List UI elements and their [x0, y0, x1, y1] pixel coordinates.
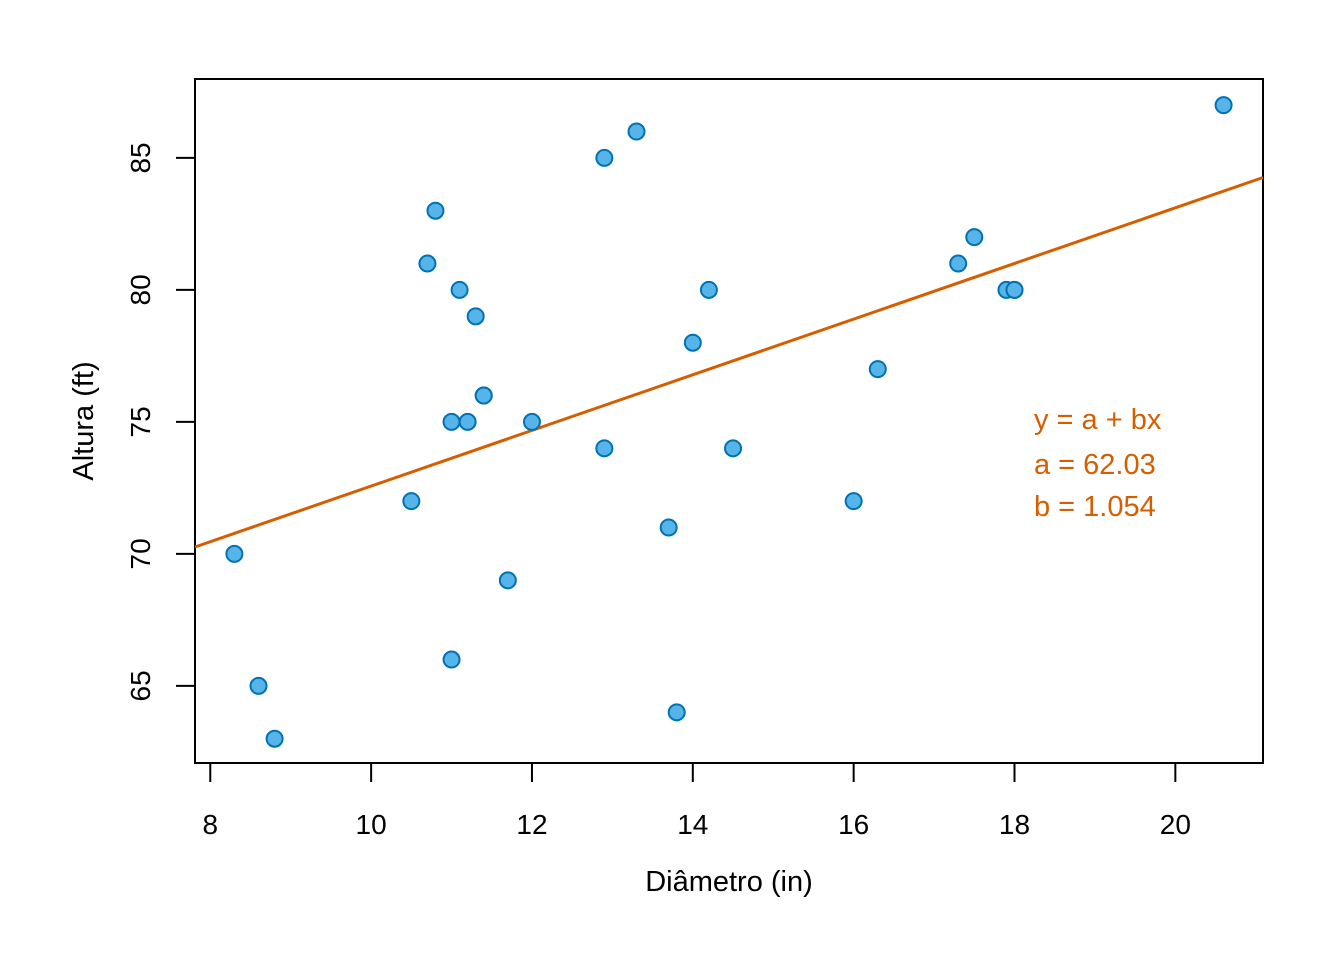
y-tick-label: 65 — [125, 670, 156, 701]
x-axis: 8 10 12 14 16 18 20 — [202, 762, 1191, 840]
data-point — [667, 703, 686, 722]
data-point — [498, 571, 517, 590]
x-tick-label: 18 — [999, 809, 1030, 840]
y-tick-label: 70 — [125, 538, 156, 569]
y-tick-label: 75 — [125, 406, 156, 437]
data-point — [949, 254, 968, 273]
y-tick-label: 85 — [125, 142, 156, 173]
data-point — [442, 650, 461, 669]
data-point — [466, 307, 485, 326]
y-tick-label: 80 — [125, 274, 156, 305]
data-point — [595, 439, 614, 458]
data-point — [450, 280, 469, 299]
data-point — [265, 729, 284, 748]
data-point — [249, 676, 268, 695]
x-axis-label: Diâmetro (in) — [645, 866, 813, 898]
data-point — [402, 492, 421, 511]
points-group — [225, 96, 1233, 748]
data-point — [225, 544, 244, 563]
x-tick-label: 10 — [356, 809, 387, 840]
x-tick-label: 14 — [677, 809, 708, 840]
data-point — [627, 122, 646, 141]
data-point — [522, 412, 541, 431]
annotation-a: a = 62.03 — [1034, 449, 1156, 481]
data-point — [659, 518, 678, 537]
regression-line-group — [194, 176, 1264, 549]
data-point — [458, 412, 477, 431]
data-point — [474, 386, 493, 405]
data-point — [418, 254, 437, 273]
y-axis: 65 70 75 80 85 — [125, 142, 196, 701]
data-point — [699, 280, 718, 299]
regression-line — [194, 176, 1264, 549]
annotation-b: b = 1.054 — [1034, 491, 1156, 523]
x-tick-label: 8 — [202, 809, 218, 840]
data-point — [1214, 96, 1233, 115]
data-point — [724, 439, 743, 458]
data-point — [426, 201, 445, 220]
data-point — [868, 360, 887, 379]
data-point — [1005, 280, 1024, 299]
data-point — [965, 228, 984, 247]
y-axis-label: Altura (ft) — [68, 361, 100, 480]
data-point — [442, 412, 461, 431]
data-point — [844, 492, 863, 511]
data-point — [683, 333, 702, 352]
data-point — [595, 148, 614, 167]
annotation-equation: y = a + bx — [1034, 404, 1162, 436]
x-tick-label: 16 — [838, 809, 869, 840]
x-tick-label: 20 — [1160, 809, 1191, 840]
x-tick-label: 12 — [516, 809, 547, 840]
